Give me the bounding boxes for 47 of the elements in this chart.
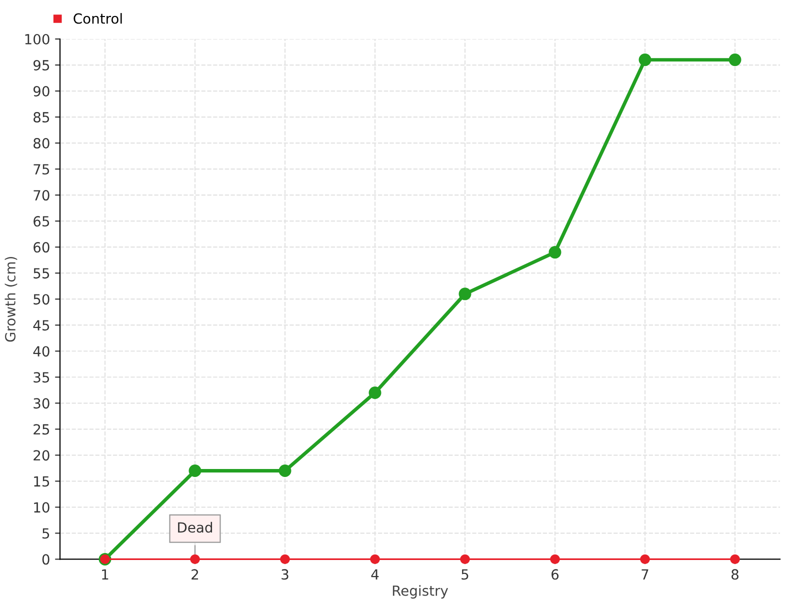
x-tick-label: 5 <box>462 569 468 580</box>
y-tick-label: 85 <box>34 112 50 123</box>
point <box>278 464 292 478</box>
y-tick-label: 0 <box>42 554 50 565</box>
point <box>190 554 200 564</box>
y-tick-label: 15 <box>34 476 50 487</box>
y-tick-label: 100 <box>25 34 50 44</box>
y-tick-label: 80 <box>34 138 50 149</box>
y-tick-label: 70 <box>34 190 50 201</box>
point <box>728 54 742 66</box>
y-tick-label: 65 <box>34 216 50 227</box>
y-axis-title: Growth (cm) <box>4 256 18 342</box>
y-tick-label: 90 <box>33 86 50 96</box>
y-tick-label: 45 <box>33 320 50 331</box>
y-tick-label: 25 <box>34 424 50 435</box>
point <box>730 554 740 564</box>
x-axis-title: Registry <box>392 585 448 599</box>
y-tick-label: 60 <box>34 242 50 253</box>
x-tick-label: 6 <box>552 569 559 580</box>
point <box>368 386 382 399</box>
y-tick-label: 35 <box>34 372 50 383</box>
x-tick-label: 2 <box>192 569 198 580</box>
legend-label: Control <box>74 13 122 24</box>
x-tick-label: 8 <box>732 569 738 580</box>
x-tick-label: 7 <box>642 569 648 580</box>
point <box>370 554 380 564</box>
point <box>280 554 290 564</box>
x-tick-label: 4 <box>371 569 379 580</box>
y-tick-label: 10 <box>34 502 50 513</box>
x-tick-label: 3 <box>282 569 288 580</box>
y-tick-label: 40 <box>33 346 50 357</box>
y-tick-label: 30 <box>34 398 50 409</box>
y-tick-label: 75 <box>34 164 50 175</box>
point <box>460 554 470 564</box>
y-tick-label: 20 <box>34 450 50 461</box>
y-tick-label: 95 <box>33 60 50 70</box>
point <box>188 464 202 478</box>
x-tick-label: 1 <box>102 569 108 580</box>
point <box>458 288 472 300</box>
point <box>550 554 560 564</box>
annotation: Dead <box>178 522 212 533</box>
point <box>638 54 652 66</box>
point <box>548 246 562 259</box>
y-tick-label: 55 <box>34 268 50 279</box>
y-tick-label: 50 <box>34 294 50 305</box>
y-tick-label: 5 <box>42 528 50 539</box>
point <box>640 554 650 564</box>
